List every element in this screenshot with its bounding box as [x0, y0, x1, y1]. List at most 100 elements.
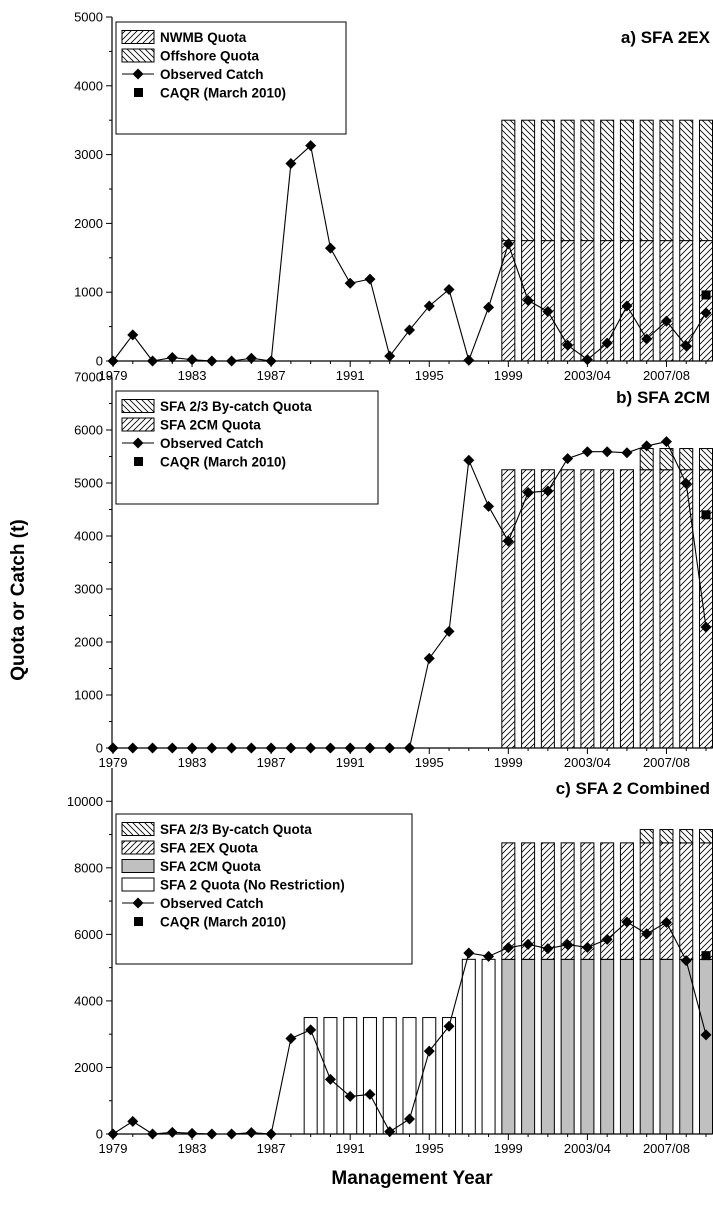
- bar-gray-2004: [600, 958, 615, 1135]
- y-tick-label: 2000: [74, 216, 103, 231]
- catch-point-1986: [245, 352, 257, 364]
- bar-fwd-2006: [639, 842, 654, 960]
- caqr-point: [701, 290, 711, 300]
- legend-box: [115, 813, 413, 965]
- catch-point-2002: [562, 339, 574, 351]
- y-tick-label: 4000: [74, 78, 103, 93]
- catch-point-1991: [344, 1090, 356, 1102]
- bar-back-2009: [699, 448, 713, 471]
- legend-swatch: [121, 840, 155, 855]
- legend-entry: CAQR (March 2010): [160, 455, 286, 470]
- catch-point-1984: [206, 355, 218, 367]
- legend-swatch: [121, 417, 155, 432]
- legend-swatch: [121, 859, 155, 873]
- catch-point-1979: [107, 355, 119, 367]
- legend-diamond: [132, 897, 144, 909]
- catch-point-1983: [186, 354, 198, 366]
- bar-fwd-1999: [501, 469, 516, 749]
- bar-fwd-2004: [600, 469, 615, 749]
- x-tick-label: 2007/08: [643, 368, 690, 383]
- catch-point-2001: [542, 305, 554, 317]
- bar-fwd-2007: [659, 842, 674, 960]
- y-tick-label: 4000: [74, 993, 103, 1008]
- legend-square: [134, 88, 143, 97]
- catch-point-1996: [443, 1020, 455, 1032]
- bar-fwd-2009: [699, 240, 713, 362]
- x-tick-label: 1987: [257, 755, 286, 770]
- y-tick-label: 5000: [74, 476, 103, 491]
- x-tick-label: 1991: [336, 755, 365, 770]
- catch-point-1999: [502, 238, 514, 250]
- caqr-point: [701, 510, 711, 520]
- x-tick-label: 1987: [257, 368, 286, 383]
- legend-entry: Observed Catch: [160, 896, 264, 911]
- catch-point-2000: [522, 294, 534, 306]
- bar-fwd-2005: [619, 469, 634, 749]
- bar-fwd-2002: [560, 469, 575, 749]
- catch-point-1987: [265, 742, 277, 754]
- bar-gray-2009: [699, 958, 713, 1135]
- catch-point-1983: [186, 1127, 198, 1139]
- catch-point-1997: [463, 354, 475, 366]
- legend-swatch: [121, 48, 155, 63]
- y-tick-label: 0: [96, 741, 103, 756]
- catch-point-1985: [226, 355, 238, 367]
- catch-point-1990: [324, 242, 336, 254]
- catch-point-1985: [226, 742, 238, 754]
- x-tick-label: 1987: [257, 1141, 286, 1156]
- legend-entry: SFA 2CM Quota: [160, 859, 261, 874]
- legend: SFA 2/3 By-catch Quota SFA 2CM Quota Obser…: [115, 390, 379, 505]
- bar-fwd-2005: [619, 842, 634, 960]
- bar-back-2006: [639, 829, 654, 844]
- catch-point-1989: [305, 742, 317, 754]
- catch-point-2005: [621, 300, 633, 312]
- bar-fwd-2002: [560, 842, 575, 960]
- legend-swatch: [121, 877, 155, 892]
- bar-back-2007: [659, 119, 674, 242]
- x-tick-label: 2007/08: [643, 755, 690, 770]
- legend-square: [134, 457, 143, 466]
- bar-gray-2003: [580, 958, 595, 1135]
- catch-point-1989: [305, 1024, 317, 1036]
- legend-entry: NWMB Quota: [160, 30, 247, 45]
- bar-gray-2007: [659, 958, 674, 1135]
- x-tick-label: 2003/04: [564, 755, 611, 770]
- bar-gray-1999: [501, 958, 516, 1135]
- bar-white-1995: [422, 1017, 437, 1135]
- x-tick-label: 1983: [178, 1141, 207, 1156]
- y-tick-label: 6000: [74, 423, 103, 438]
- bar-white-1996: [442, 1017, 457, 1135]
- y-axis-label: Quota or Catch (t): [8, 519, 29, 681]
- bar-fwd-2001: [540, 469, 555, 749]
- catch-point-2007: [660, 315, 672, 327]
- catch-point-1987: [265, 1128, 277, 1140]
- bar-back-2008: [679, 119, 694, 242]
- catch-point-2006: [641, 440, 653, 452]
- catch-point-1982: [166, 1126, 178, 1138]
- catch-point-2000: [522, 487, 534, 499]
- y-tick-label: 7000: [74, 370, 103, 385]
- x-tick-label: 1983: [178, 368, 207, 383]
- bar-fwd-2007: [659, 469, 674, 749]
- bar-fwd-2003: [580, 842, 595, 960]
- bar-fwd-2001: [540, 240, 555, 362]
- catch-point-2009: [700, 621, 712, 633]
- x-tick-label: 2003/04: [564, 1141, 611, 1156]
- catch-point-1980: [127, 1115, 139, 1127]
- bar-gray-2008: [679, 958, 694, 1135]
- catch-point-1998: [483, 500, 495, 512]
- catch-point-1982: [166, 352, 178, 364]
- catch-point-1992: [364, 273, 376, 285]
- catch-point-2002: [562, 453, 574, 465]
- bar-fwd-2008: [679, 842, 694, 960]
- catch-point-1994: [404, 1113, 415, 1125]
- bar-back-2009: [699, 119, 713, 242]
- catch-point-1990: [324, 1073, 336, 1085]
- catch-point-1995: [423, 652, 435, 664]
- bar-back-2001: [540, 119, 555, 242]
- catch-point-2005: [621, 447, 633, 459]
- x-tick-label: 1983: [178, 755, 207, 770]
- x-tick-label: 1979: [99, 368, 128, 383]
- y-tick-label: 0: [96, 354, 103, 369]
